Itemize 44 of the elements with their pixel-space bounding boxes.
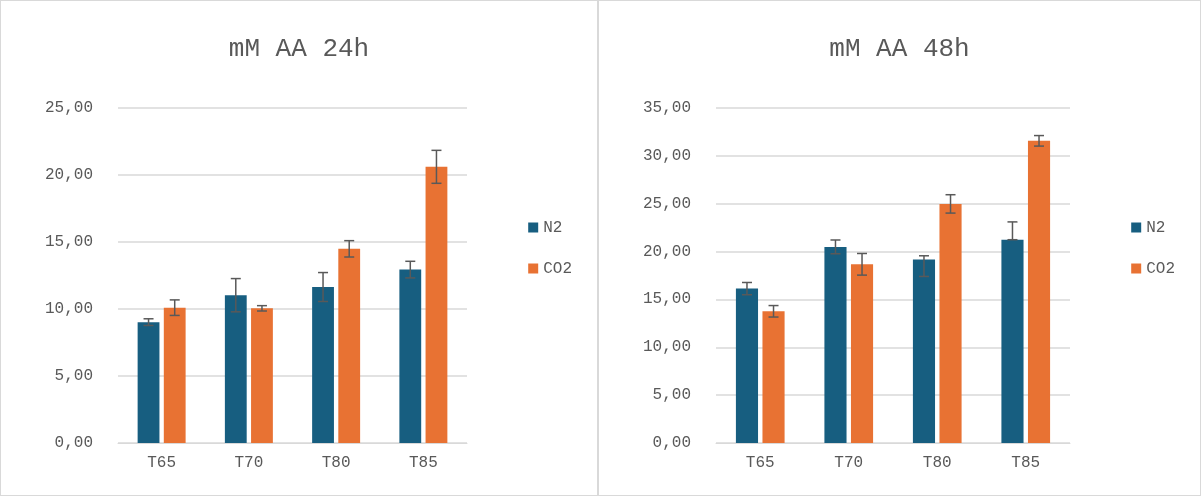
- y-tick-label: 0,00: [54, 434, 93, 452]
- bar: [425, 166, 448, 443]
- y-tick-label: 5,00: [652, 386, 691, 405]
- bar: [224, 295, 247, 443]
- chart-title: mM AA 24h: [228, 34, 370, 64]
- y-tick-label: 25,00: [44, 99, 93, 117]
- x-tick-label: T80: [922, 454, 952, 472]
- x-tick-label: T65: [745, 454, 775, 472]
- bar: [850, 264, 874, 443]
- bar: [137, 322, 160, 443]
- y-tick-label: 35,00: [642, 99, 691, 117]
- bar: [1001, 239, 1024, 443]
- legend-label: N2: [543, 218, 563, 237]
- bar: [251, 308, 273, 443]
- bar: [338, 248, 361, 443]
- y-tick-label: 5,00: [54, 367, 93, 385]
- x-tick-label: T85: [1011, 454, 1041, 472]
- y-tick-label: 20,00: [642, 242, 691, 261]
- y-tick-label: 30,00: [642, 146, 691, 165]
- bar: [163, 307, 186, 443]
- y-tick-label: 15,00: [44, 233, 93, 251]
- bar: [735, 288, 759, 443]
- y-tick-label: 10,00: [44, 300, 93, 318]
- legend-label: N2: [1146, 218, 1166, 237]
- y-tick-label: 10,00: [642, 338, 691, 357]
- x-tick-label: T85: [408, 454, 438, 472]
- bar: [939, 203, 962, 443]
- bar: [912, 259, 936, 443]
- legend-label: CO2: [543, 259, 573, 278]
- bar: [312, 287, 334, 443]
- bar: [824, 246, 847, 443]
- y-tick-label: 15,00: [642, 290, 691, 309]
- bar: [399, 269, 422, 443]
- x-tick-label: T65: [147, 454, 177, 472]
- legend-label: CO2: [1146, 259, 1176, 278]
- x-tick-label: T70: [834, 454, 864, 472]
- bar: [762, 311, 785, 443]
- y-tick-label: 25,00: [642, 194, 691, 213]
- chart-title: mM AA 48h: [829, 34, 970, 64]
- y-tick-label: 0,00: [652, 434, 691, 452]
- y-tick-label: 20,00: [44, 166, 93, 184]
- x-tick-label: T70: [234, 454, 264, 472]
- x-tick-label: T80: [321, 454, 351, 472]
- bar: [1027, 140, 1051, 443]
